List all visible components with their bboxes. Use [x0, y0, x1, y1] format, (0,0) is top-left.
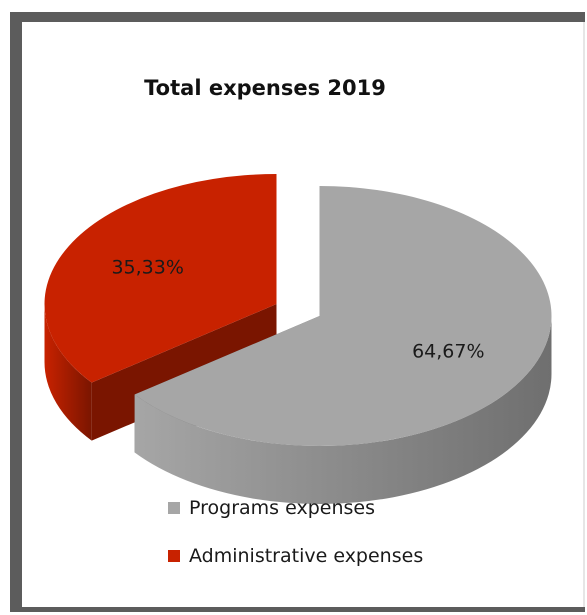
legend-item-administrative: Administrative expenses: [168, 544, 423, 568]
legend-label-administrative: Administrative expenses: [189, 545, 424, 567]
slice-side-administrative-0: [44, 304, 92, 441]
chart-title: Total expenses 2019: [144, 76, 386, 100]
slice-top-administrative: [44, 174, 277, 383]
slice-side-programs-0: [134, 315, 552, 504]
data-label-programs: 64,67%: [412, 340, 484, 362]
legend-item-programs: Programs expenses: [168, 496, 423, 520]
legend-swatch-programs: [168, 502, 180, 514]
legend-label-programs: Programs expenses: [189, 497, 375, 519]
legend-swatch-administrative: [168, 550, 180, 562]
slice-top-programs: [134, 185, 552, 446]
data-label-administrative: 35,33%: [111, 257, 183, 279]
pie-slice-programs: [134, 185, 552, 504]
legend: Programs expenses Administrative expense…: [168, 496, 423, 592]
